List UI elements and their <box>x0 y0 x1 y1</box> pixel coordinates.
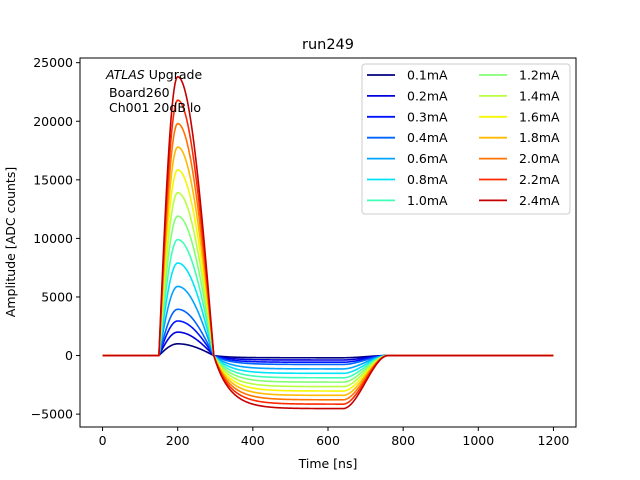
x-tick-label: 1200 <box>538 433 570 448</box>
legend-box <box>361 63 571 215</box>
y-tick-label: 5000 <box>41 289 73 304</box>
y-tick-label: 25000 <box>33 55 73 70</box>
legend-label: 0.1mA <box>407 68 448 83</box>
legend-label: 0.4mA <box>407 130 448 145</box>
legend-label: 1.8mA <box>519 130 560 145</box>
legend-label: 1.2mA <box>519 68 560 83</box>
annotation-line-3: Ch001 20dB lo <box>109 100 201 115</box>
legend-label: 2.2mA <box>519 172 560 187</box>
ticks-layer: 0 200 400 600 800 1000 1200 −5000 0 5000 10000 1500… <box>31 55 570 448</box>
x-tick-label: 200 <box>166 433 190 448</box>
y-tick-label: 15000 <box>33 172 73 187</box>
legend-label: 1.4mA <box>519 88 560 103</box>
legend-label: 1.0mA <box>407 193 448 208</box>
y-axis-label: Amplitude [ADC counts] <box>3 167 18 317</box>
series-line-2.4mA <box>102 75 554 410</box>
x-tick-label: 800 <box>391 433 415 448</box>
x-tick-label: 400 <box>241 433 265 448</box>
annotation-line-1: ATLAS Upgrade <box>105 67 202 82</box>
legend-label: 0.3mA <box>407 109 448 124</box>
annotation-line-2: Board260 <box>109 85 170 100</box>
legend-label: 2.4mA <box>519 193 560 208</box>
y-tick-label: 20000 <box>33 114 73 129</box>
annotation-atlas: ATLAS <box>105 67 145 82</box>
annotation-block: ATLAS Upgrade Board260 Ch001 20dB lo <box>105 67 202 115</box>
y-tick-label: 0 <box>65 348 73 363</box>
legend-label: 0.6mA <box>407 151 448 166</box>
x-tick-label: 0 <box>99 433 107 448</box>
annotation-upgrade: Upgrade <box>145 67 203 82</box>
chart-title: run249 <box>302 37 354 53</box>
x-tick-label: 600 <box>316 433 340 448</box>
legend-label: 0.8mA <box>407 172 448 187</box>
legend-label: 2.0mA <box>519 151 560 166</box>
y-tick-label: −5000 <box>31 407 73 422</box>
legend-label: 1.6mA <box>519 109 560 124</box>
series-layer <box>102 75 554 410</box>
legend: 0.1mA 0.2mA 0.3mA 0.4mA 0.6mA 0.8mA 1.0mA 1.2mA… <box>361 63 571 215</box>
x-axis-label: Time [ns] <box>298 456 358 471</box>
x-tick-label: 1000 <box>462 433 494 448</box>
y-tick-label: 10000 <box>33 231 73 246</box>
legend-label: 0.2mA <box>407 88 448 103</box>
